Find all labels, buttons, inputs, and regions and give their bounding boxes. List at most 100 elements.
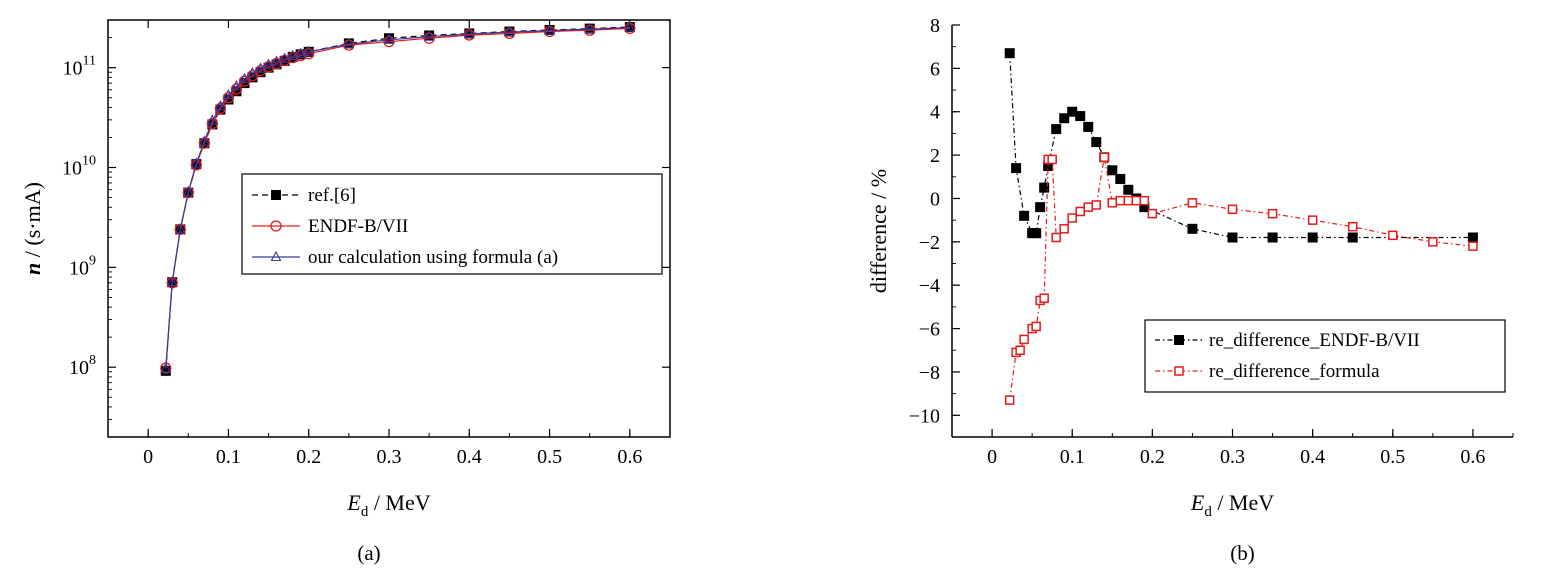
data-point-b-0 — [1187, 223, 1198, 234]
data-point-b-1 — [1388, 230, 1398, 241]
data-point-b-0 — [1227, 232, 1238, 243]
data-point-a-2 — [214, 100, 226, 111]
data-point-a-0 — [271, 59, 282, 70]
data-point-b-1 — [1039, 293, 1049, 303]
data-point-a-0 — [239, 78, 250, 89]
y-tick-label-b: 6 — [930, 58, 940, 80]
data-point-a-2 — [343, 37, 355, 49]
x-tick-label-b: 0.1 — [1060, 446, 1085, 468]
data-point-b-0 — [1019, 210, 1030, 221]
data-point-b-1 — [1019, 334, 1029, 345]
data-point-b-1 — [1099, 152, 1110, 163]
y-tick-label-b: −8 — [919, 362, 940, 384]
x-tick-label-a: 0.6 — [617, 446, 642, 468]
data-point-a-1 — [423, 32, 435, 44]
y-tick-label-a: 1011 — [63, 54, 96, 80]
data-point-a-2 — [231, 80, 242, 91]
panel-label-a: (a) — [357, 541, 380, 565]
data-point-a-1 — [206, 117, 219, 130]
data-point-b-1 — [1123, 195, 1134, 206]
data-point-a-1 — [238, 75, 251, 87]
data-point-a-0 — [223, 94, 234, 105]
legend-box-a — [241, 173, 663, 275]
data-point-b-1 — [1083, 202, 1093, 212]
y-tick-label-b: 4 — [930, 102, 940, 124]
legend-label-b-0: re_difference_ENDF-B/VII — [1209, 330, 1420, 351]
y-tick-label-a: 1010 — [62, 153, 96, 179]
data-point-a-2 — [423, 30, 435, 41]
data-point-a-2 — [504, 25, 515, 37]
data-point-b-1 — [1047, 154, 1057, 165]
data-point-a-2 — [198, 135, 210, 146]
legend-box-b — [1144, 319, 1506, 393]
data-point-a-0 — [231, 86, 242, 97]
data-point-b-1 — [1468, 241, 1478, 251]
data-point-b-1 — [1067, 213, 1077, 223]
data-point-b-1 — [1131, 195, 1142, 206]
x-tick-label-a: 0.3 — [377, 446, 402, 468]
data-point-b-1 — [1428, 237, 1438, 247]
data-point-a-0 — [263, 62, 274, 73]
data-point-a-2 — [206, 114, 218, 125]
data-point-b-0 — [1467, 232, 1478, 243]
data-point-b-1 — [1347, 221, 1358, 232]
data-point-a-2 — [182, 185, 194, 196]
data-point-a-2 — [624, 21, 636, 32]
x-tick-label-a: 0.1 — [216, 446, 241, 468]
legend-marker-b-1 — [1174, 366, 1184, 376]
data-point-b-1 — [1187, 198, 1198, 208]
data-point-a-2 — [160, 362, 172, 373]
data-point-a-1 — [214, 102, 227, 115]
x-tick-label-b: 0.2 — [1140, 446, 1165, 468]
data-point-b-0 — [1091, 137, 1102, 148]
y-axis-label-b: difference / % — [866, 169, 891, 293]
data-point-b-0 — [1004, 48, 1015, 59]
data-point-a-2 — [174, 223, 186, 234]
data-point-a-0 — [424, 30, 435, 41]
data-point-b-1 — [1031, 321, 1041, 332]
data-point-a-2 — [190, 157, 202, 168]
data-point-a-2 — [263, 58, 274, 69]
data-point-b-0 — [1123, 184, 1134, 195]
panel-label-b: (b) — [1230, 541, 1255, 565]
data-point-a-0 — [287, 51, 298, 62]
data-point-a-0 — [343, 38, 354, 49]
x-tick-label-a: 0.5 — [537, 446, 562, 468]
x-tick-label-b: 0 — [987, 446, 997, 468]
chart-panel-b: 0 0.1 0.2 0.3 0.4 0.5 0.6 −10 −8 −6 −4 −2 0 2 4 6 8 Ed / … — [866, 15, 1514, 565]
y-tick-label-a: 108 — [69, 353, 96, 379]
data-point-a-0 — [160, 365, 171, 376]
data-point-b-0 — [1347, 232, 1358, 243]
data-point-a-2 — [544, 24, 555, 35]
legend-label-a-0: ref.[6] — [308, 185, 356, 206]
data-point-a-1 — [246, 70, 259, 82]
y-axis-label-a: n / (s·mA) — [20, 182, 45, 275]
y-tick-label-b: −10 — [909, 405, 940, 427]
data-point-b-0 — [1011, 163, 1022, 174]
data-point-a-2 — [295, 47, 307, 58]
data-point-a-2 — [279, 52, 291, 63]
data-point-a-1 — [383, 36, 395, 48]
data-point-b-0 — [1075, 111, 1086, 122]
y-tick-label-b: 0 — [930, 188, 940, 210]
data-point-a-2 — [239, 72, 250, 84]
data-point-a-1 — [198, 137, 210, 149]
legend-marker-a-0 — [271, 190, 281, 200]
data-point-a-2 — [383, 33, 395, 44]
y-tick-label-b: 8 — [930, 15, 940, 37]
data-point-a-2 — [287, 49, 299, 60]
data-point-b-1 — [1139, 195, 1150, 206]
y-tick-label-a: 109 — [69, 253, 96, 279]
legend-label-b-1: re_difference_formula — [1209, 361, 1380, 382]
data-point-a-2 — [223, 88, 234, 100]
data-point-a-2 — [255, 62, 266, 73]
data-point-b-1 — [1051, 232, 1061, 243]
data-point-a-2 — [271, 55, 283, 66]
data-point-b-0 — [1051, 124, 1062, 135]
data-point-a-2 — [303, 45, 315, 56]
data-point-a-2 — [166, 276, 178, 287]
y-tick-label-b: −4 — [919, 275, 940, 297]
data-point-b-0 — [1107, 165, 1118, 176]
x-tick-label-b: 0.5 — [1380, 446, 1405, 468]
